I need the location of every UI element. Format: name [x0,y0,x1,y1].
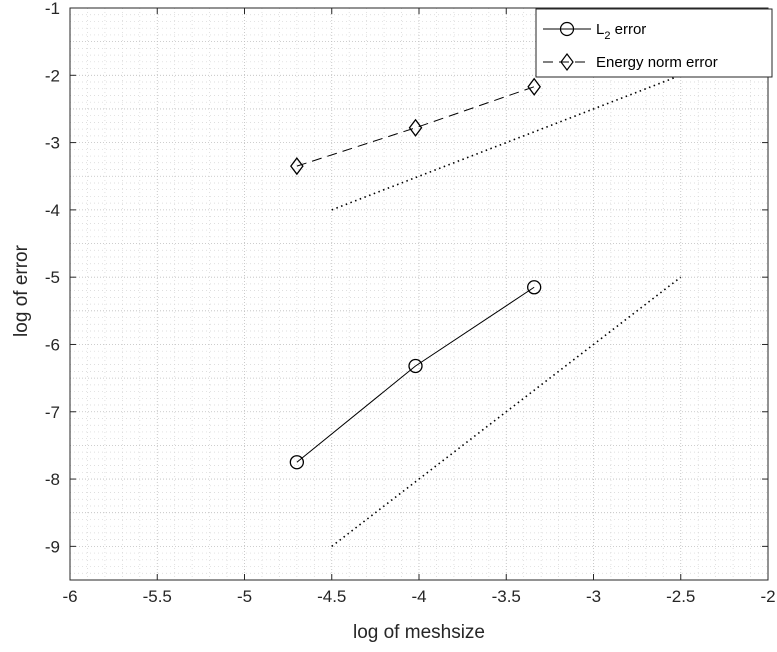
y-tick-label: -5 [45,268,60,287]
y-axis-label: log of error [11,244,32,337]
legend-box [535,8,773,78]
x-tick-label: -2 [760,587,775,606]
x-tick-label: -3 [586,587,601,606]
y-tick-label: -9 [45,537,60,556]
y-tick-label: -6 [45,335,60,354]
y-tick-label: -4 [45,201,60,220]
legend-marker-diamond [560,53,574,71]
x-tick-label: -6 [62,587,77,606]
series-lines [296,86,535,463]
l2-error-line [296,286,535,463]
y-tick-label: -8 [45,470,60,489]
legend-entry-l2: L2 error [596,21,646,42]
y-tick-label: -3 [45,134,60,153]
x-tick-label: -2.5 [666,587,695,606]
major-grid [69,8,769,581]
x-tick-label: -3.5 [492,587,521,606]
legend: L2 error Energy norm error [535,8,773,78]
l2-error-point [408,358,423,374]
energy-norm-error-line [296,86,535,167]
x-tick-label: -4.5 [317,587,346,606]
l2-error-point [527,280,542,295]
x-tick-label: -5.5 [143,587,172,606]
y-tick-label: -2 [45,66,60,85]
tick-labels: -6 -5.5 -5 -4.5 -4 -3.5 -3 -2.5 -2 -9 -8 -7 -6 -5 -4 -3… [45,0,776,606]
reference-lines [331,74,682,547]
x-tick-label: -5 [237,587,252,606]
legend-entry-energy: Energy norm error [596,54,718,71]
energy-norm-error-point [408,118,423,137]
x-axis-label: log of meshsize [353,622,485,643]
energy-norm-error-point [290,157,304,176]
series-markers [289,77,542,470]
energy-norm-error-point [527,77,541,96]
reference-slope-line [331,276,682,547]
y-tick-label: -7 [45,403,60,422]
l2-error-point [289,455,305,470]
legend-marker-circle [559,21,575,37]
y-tick-label: -1 [45,0,60,18]
x-tick-label: -4 [411,587,426,606]
